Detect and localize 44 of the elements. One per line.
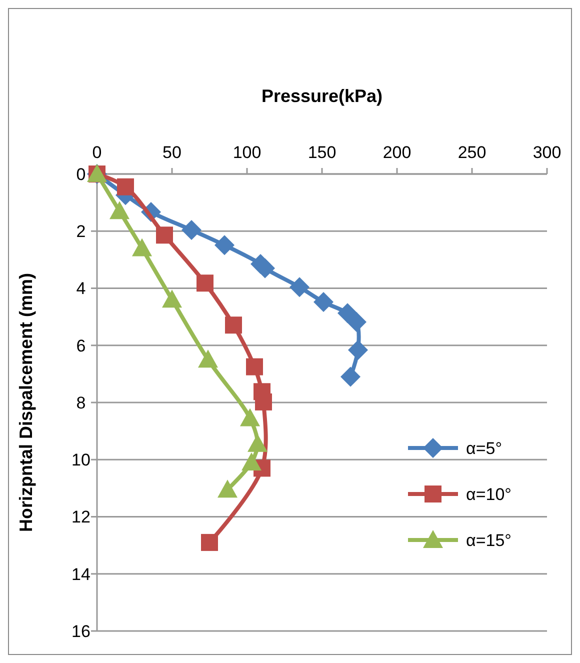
point: [196, 274, 214, 292]
y-tick-label: 12: [72, 508, 90, 527]
point: [132, 238, 152, 256]
x-tick-label: 100: [232, 143, 262, 162]
legend-label: α=10°: [466, 484, 512, 504]
y-tick-label: 6: [76, 336, 86, 356]
point: [198, 350, 218, 368]
y-tick-label: 14: [72, 564, 90, 584]
point: [246, 358, 263, 376]
y-tick-label: 16: [72, 622, 90, 641]
x-tick-label: 150: [308, 143, 336, 162]
point: [240, 408, 260, 426]
point: [255, 258, 275, 278]
point: [110, 201, 130, 220]
point: [255, 393, 272, 410]
point: [290, 277, 310, 298]
y-tick-label: 4: [76, 279, 86, 298]
point: [225, 316, 242, 334]
x-tick-label: 300: [532, 143, 562, 162]
x-tick-label: 200: [382, 143, 412, 162]
y-tick-label: 0: [76, 164, 86, 184]
x-tick-label: 0: [92, 143, 102, 162]
point: [242, 452, 262, 470]
point: [182, 220, 202, 240]
point: [162, 290, 182, 308]
point: [117, 178, 134, 196]
point: [314, 292, 334, 312]
x-tick-label: 250: [458, 143, 486, 162]
point: [248, 434, 268, 452]
point: [214, 235, 234, 256]
point: [348, 340, 368, 360]
y-tick-label: 8: [76, 393, 86, 412]
point: [340, 366, 360, 387]
y-tick-label: 2: [76, 222, 86, 242]
x-tick-label: 50: [162, 143, 182, 162]
x-axis-title: Pressure(kPa): [261, 86, 383, 106]
y-tick-label: 10: [72, 450, 90, 470]
point: [218, 480, 238, 498]
y-axis-title: Horizpntal Dispalcement (mm): [16, 272, 36, 532]
point: [201, 534, 218, 551]
point: [346, 312, 366, 332]
legend-label: α=5°: [466, 438, 502, 458]
point: [156, 226, 173, 244]
legend-label: α=15°: [466, 530, 512, 550]
